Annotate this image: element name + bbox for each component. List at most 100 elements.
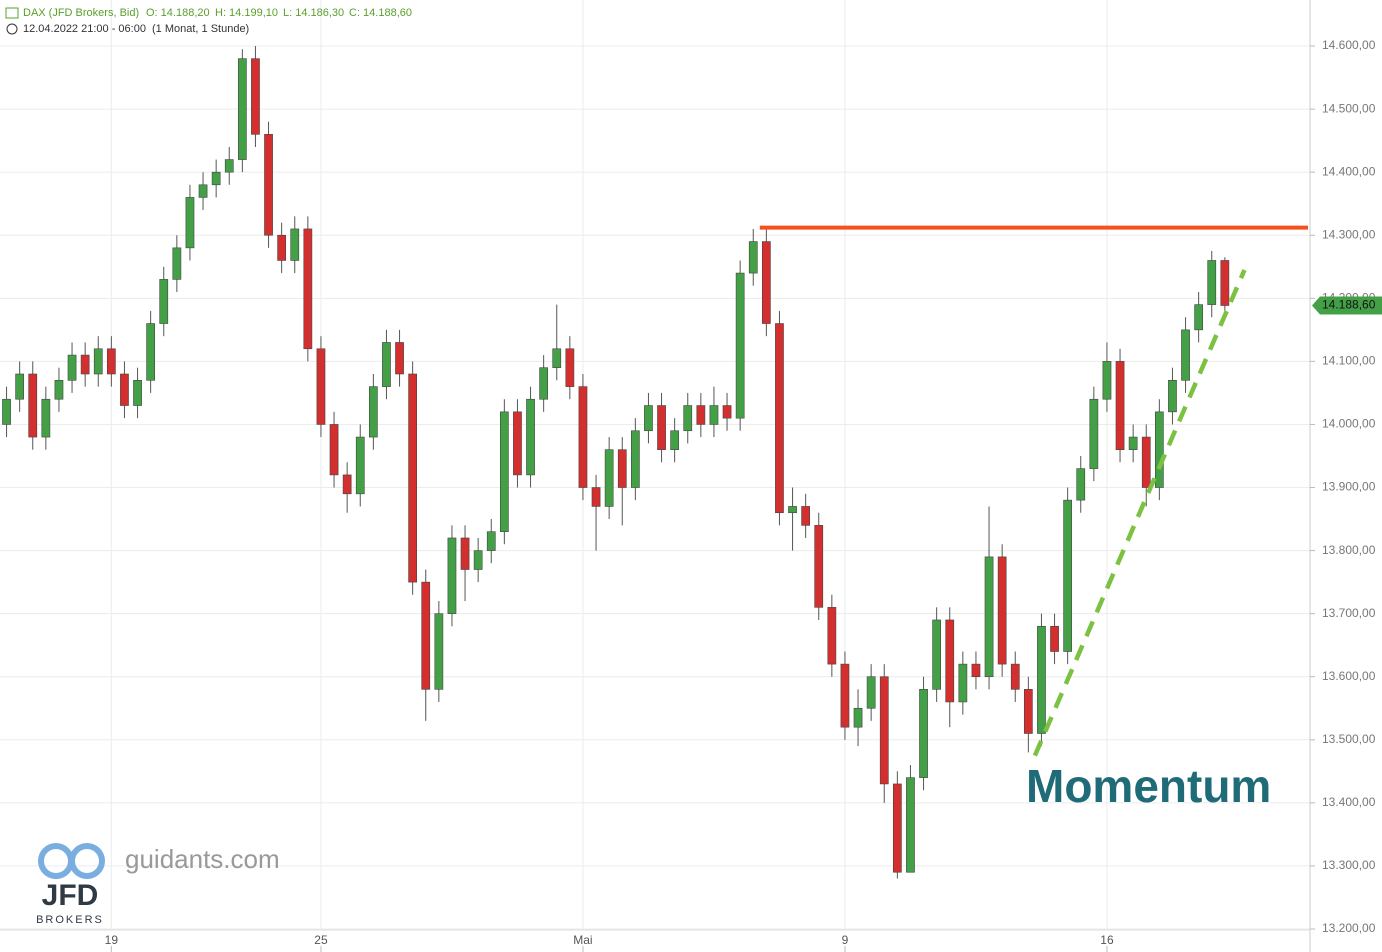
- candle-body: [1089, 398, 1099, 469]
- candle-body: [329, 424, 339, 476]
- candle-body: [106, 348, 116, 375]
- candle-body: [120, 373, 129, 406]
- candle-body: [251, 58, 260, 135]
- candle-body: [1023, 689, 1033, 734]
- candle-body: [617, 449, 627, 488]
- candle-body: [748, 241, 758, 274]
- candle-body: [879, 676, 889, 785]
- y-tick-label: 14.500,00: [1322, 101, 1376, 115]
- candle-body: [303, 228, 313, 350]
- candle-body: [906, 777, 915, 873]
- candle-body: [1128, 436, 1138, 450]
- candle-body: [316, 348, 326, 425]
- candle-body: [460, 537, 470, 570]
- logo-brand: JFD: [42, 879, 99, 912]
- candle-body: [1207, 260, 1217, 305]
- candle-body: [683, 405, 693, 432]
- candle-body: [513, 411, 522, 476]
- period: (1 Monat, 1 Stunde): [152, 23, 249, 35]
- y-tick-label: 13.500,00: [1322, 732, 1376, 746]
- logo-ring: [69, 843, 105, 879]
- candle-body: [473, 550, 483, 570]
- candle-body: [644, 405, 653, 432]
- candle-body: [814, 525, 824, 608]
- candle-body: [408, 373, 418, 583]
- candle-body: [788, 506, 797, 514]
- y-tick-label: 14.300,00: [1322, 227, 1376, 241]
- candle-body: [1154, 411, 1164, 488]
- candle-body: [382, 342, 391, 387]
- candle-body: [945, 619, 955, 703]
- candle-body: [1181, 329, 1190, 381]
- candle-body: [670, 430, 680, 450]
- y-tick-label: 13.800,00: [1322, 543, 1376, 557]
- y-tick-label: 14.400,00: [1322, 164, 1376, 178]
- candle-body: [146, 323, 156, 381]
- candle-body: [67, 354, 77, 381]
- candle-body: [41, 398, 51, 438]
- candle-body: [342, 474, 352, 495]
- candles: [2, 46, 1230, 879]
- candle-body: [866, 676, 876, 709]
- candle-body: [1115, 361, 1125, 450]
- candle-body: [1194, 304, 1204, 331]
- candle-body: [696, 405, 706, 425]
- candle-body: [840, 663, 850, 728]
- candle-body: [1168, 380, 1177, 413]
- time-range: 12.04.2022 21:00 - 06:00: [23, 23, 146, 35]
- candle-body: [1010, 663, 1020, 690]
- trendline: [1032, 269, 1247, 757]
- y-tick-label: 14.100,00: [1322, 354, 1376, 368]
- candle-body: [709, 405, 719, 425]
- y-tick-label: 13.700,00: [1322, 606, 1376, 620]
- candle-body: [604, 449, 614, 507]
- candle-body: [1102, 361, 1112, 400]
- last-price-label: 14.188,60: [1322, 298, 1376, 312]
- candle-body: [919, 689, 928, 778]
- low-value: L: 14.186,30: [283, 7, 344, 19]
- candle-body: [368, 386, 378, 438]
- candle-body: [159, 279, 169, 324]
- chart-type-icon[interactable]: [5, 7, 19, 19]
- candle-body: [735, 272, 745, 419]
- x-tick-label: 16: [1100, 933, 1114, 947]
- y-tick-label: 13.300,00: [1322, 858, 1376, 872]
- y-tick-label: 13.400,00: [1322, 795, 1376, 809]
- candle-body: [827, 607, 837, 665]
- close-value: C: 14.188,60: [349, 7, 412, 19]
- candle-body: [578, 386, 588, 488]
- candle-body: [775, 323, 784, 514]
- candle-body: [133, 380, 142, 406]
- candle-body: [657, 405, 666, 450]
- candle-body: [15, 373, 25, 400]
- candle-body: [526, 398, 535, 476]
- x-tick-label: 19: [105, 933, 119, 947]
- last-price-tag: [1312, 296, 1382, 315]
- candle-body: [224, 159, 234, 173]
- candle-body: [355, 436, 365, 495]
- candle-body: [290, 228, 300, 261]
- candle-body: [434, 613, 444, 690]
- candle-body: [2, 398, 11, 425]
- candle-body: [395, 342, 404, 375]
- candle-body: [932, 619, 942, 690]
- candle-body: [80, 354, 90, 375]
- candle-body: [1141, 436, 1151, 488]
- candle-body: [958, 663, 968, 703]
- y-tick-label: 14.600,00: [1322, 38, 1376, 52]
- candle-body: [28, 373, 38, 438]
- candle-body: [172, 247, 182, 280]
- instrument: DAX (JFD Brokers, Bid): [23, 7, 139, 19]
- candle-body: [1037, 625, 1046, 734]
- x-tick-label: Mai: [573, 933, 592, 947]
- candle-body: [761, 241, 771, 324]
- candle-body: [722, 405, 732, 419]
- logo-site: guidants.com: [125, 844, 280, 874]
- candle-body: [198, 184, 208, 198]
- candle-body: [539, 367, 549, 400]
- candle-body: [1050, 625, 1059, 652]
- candle-body: [277, 234, 287, 261]
- candle-body: [552, 348, 562, 368]
- candle-body: [853, 707, 863, 728]
